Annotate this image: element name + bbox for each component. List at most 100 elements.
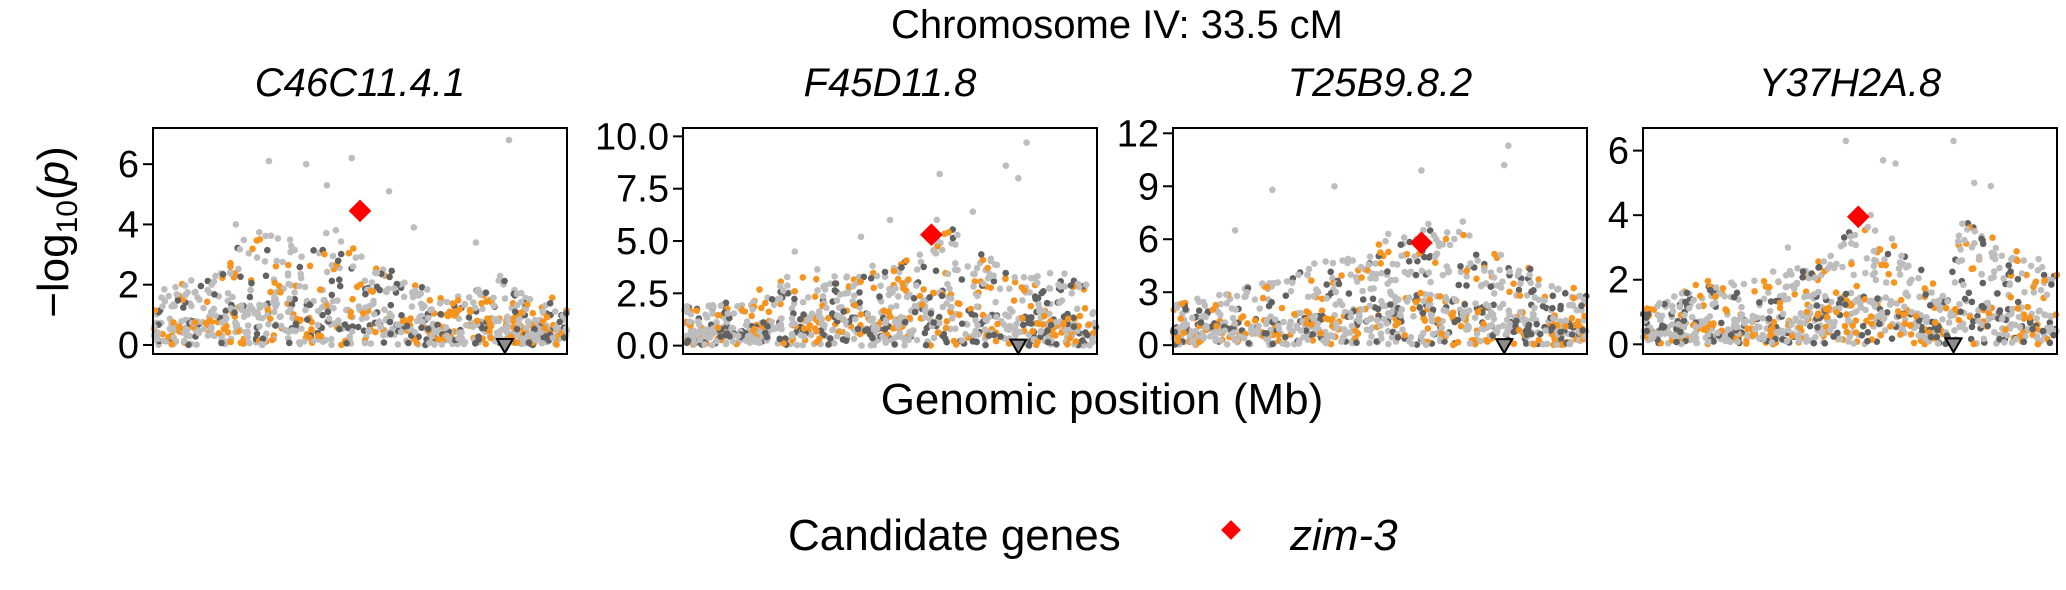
data-point xyxy=(1830,333,1837,340)
data-point xyxy=(734,303,741,310)
data-point xyxy=(724,310,732,317)
data-point xyxy=(985,332,993,340)
data-point xyxy=(154,335,161,343)
data-point xyxy=(531,325,538,333)
data-point xyxy=(400,293,408,301)
y-axis-label-close: ) xyxy=(29,146,78,161)
peak-point xyxy=(323,182,331,189)
peak-point xyxy=(1842,137,1850,145)
data-point xyxy=(780,287,787,294)
peak-point xyxy=(1459,218,1467,225)
data-point xyxy=(1990,268,1998,275)
data-point xyxy=(1384,310,1392,317)
data-point xyxy=(2030,289,2038,296)
data-point xyxy=(455,335,462,342)
data-point xyxy=(813,328,820,335)
data-point xyxy=(1922,291,1929,298)
data-point xyxy=(329,297,337,305)
data-point xyxy=(1295,340,1302,347)
data-point xyxy=(1738,303,1745,311)
data-point xyxy=(1807,303,1814,311)
peak-point xyxy=(385,188,393,195)
data-point xyxy=(929,289,937,297)
data-point xyxy=(513,301,521,309)
data-point xyxy=(806,315,814,322)
data-point xyxy=(1384,268,1391,275)
panel-y37h2a: Y37H2A.8 0 2 4 6 xyxy=(1608,61,2061,366)
data-point xyxy=(1366,253,1374,260)
data-point xyxy=(714,324,722,331)
data-point xyxy=(1570,294,1578,302)
data-point xyxy=(1425,269,1432,276)
data-point xyxy=(1329,333,1336,340)
data-point xyxy=(973,264,981,272)
data-point xyxy=(188,277,195,284)
data-point xyxy=(409,293,417,301)
data-point xyxy=(341,321,349,328)
data-point xyxy=(1858,332,1866,339)
data-point xyxy=(922,341,930,349)
data-point xyxy=(501,277,508,285)
data-point xyxy=(934,329,942,336)
data-point xyxy=(1460,231,1467,239)
data-point xyxy=(1812,333,1819,341)
data-point xyxy=(1212,335,1219,342)
data-point xyxy=(486,327,493,335)
data-point xyxy=(1644,310,1652,318)
data-point xyxy=(1367,275,1374,282)
data-point xyxy=(922,308,929,315)
data-point xyxy=(1853,282,1860,290)
data-point xyxy=(1036,305,1043,312)
data-point xyxy=(1542,327,1549,334)
data-point xyxy=(411,287,419,294)
data-point xyxy=(490,294,497,302)
data-point xyxy=(1430,231,1437,239)
data-point xyxy=(443,298,451,306)
data-point xyxy=(211,291,218,298)
data-point xyxy=(1535,281,1542,289)
data-point xyxy=(1358,274,1365,281)
data-point xyxy=(2043,291,2051,299)
data-point xyxy=(1985,315,1992,323)
data-point xyxy=(1033,279,1041,287)
data-point xyxy=(271,279,279,287)
data-point xyxy=(1506,288,1513,296)
data-point xyxy=(1490,274,1498,281)
data-point xyxy=(996,285,1004,293)
data-point xyxy=(962,330,969,338)
data-point xyxy=(253,330,261,338)
data-point xyxy=(1783,337,1791,345)
data-point xyxy=(952,325,959,333)
y-tick-label-t25b9: 9 xyxy=(1138,166,1159,208)
points-t25b9 xyxy=(1169,142,1590,349)
data-point xyxy=(1696,292,1704,300)
data-point xyxy=(1275,322,1282,330)
data-point xyxy=(990,272,997,280)
data-point xyxy=(1425,302,1432,310)
data-point xyxy=(435,336,442,343)
data-point xyxy=(1979,240,1987,248)
data-point xyxy=(1378,335,1385,342)
data-point xyxy=(1411,253,1418,260)
data-point xyxy=(1056,299,1063,307)
data-point xyxy=(1310,293,1317,300)
data-point xyxy=(1923,317,1930,325)
data-point xyxy=(1487,309,1495,316)
data-point xyxy=(1955,316,1963,324)
data-point xyxy=(1767,298,1775,305)
data-point xyxy=(1883,309,1891,316)
data-point xyxy=(1425,220,1432,228)
data-point xyxy=(1561,290,1569,297)
data-point xyxy=(831,287,839,294)
data-point xyxy=(1971,227,1979,235)
data-point xyxy=(471,304,479,312)
data-point xyxy=(324,308,332,316)
data-point xyxy=(348,328,356,335)
svg-text:−log10(p): −log10(p) xyxy=(29,146,84,318)
data-point xyxy=(539,308,546,315)
data-point xyxy=(1864,337,1871,345)
data-point xyxy=(482,340,490,348)
data-point xyxy=(1357,263,1365,271)
data-point xyxy=(1902,290,1909,298)
data-point xyxy=(1692,323,1700,331)
